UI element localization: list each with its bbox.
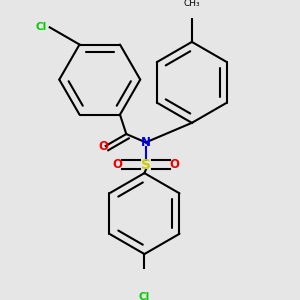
Text: N: N xyxy=(141,136,151,149)
Text: S: S xyxy=(141,158,151,172)
Text: O: O xyxy=(99,140,109,154)
Text: Cl: Cl xyxy=(36,22,47,32)
Text: Cl: Cl xyxy=(139,292,150,300)
Text: O: O xyxy=(169,158,180,171)
Text: O: O xyxy=(112,158,122,171)
Text: CH₃: CH₃ xyxy=(184,0,200,8)
